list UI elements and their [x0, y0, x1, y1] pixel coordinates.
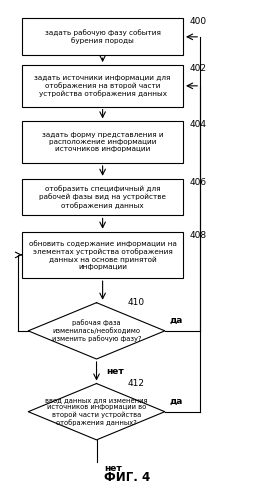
- Text: да: да: [170, 316, 183, 325]
- Text: 406: 406: [189, 178, 206, 186]
- Text: да: да: [170, 397, 183, 406]
- Bar: [22, 18, 183, 55]
- Text: задать форму представления и
расположение информации
источников информации: задать форму представления и расположени…: [42, 132, 163, 152]
- Polygon shape: [28, 302, 165, 359]
- Text: нет: нет: [104, 464, 122, 473]
- Text: 400: 400: [189, 18, 206, 26]
- Text: задать источники информации для
отображения на второй части
устройства отображен: задать источники информации для отображе…: [35, 74, 171, 97]
- Text: ФИГ. 4: ФИГ. 4: [104, 472, 150, 484]
- Text: 410: 410: [127, 298, 144, 307]
- Polygon shape: [28, 384, 165, 440]
- Text: нет: нет: [106, 367, 124, 376]
- Text: задать рабочую фазу события
бурения породы: задать рабочую фазу события бурения поро…: [45, 30, 161, 44]
- Text: 402: 402: [189, 64, 206, 73]
- Bar: [22, 232, 183, 278]
- Bar: [22, 178, 183, 216]
- Bar: [22, 122, 183, 163]
- Text: 408: 408: [189, 230, 206, 239]
- Text: отобразить специфичный для
рабочей фазы вид на устройстве
отображения данных: отобразить специфичный для рабочей фазы …: [39, 186, 166, 209]
- Text: рабочая фаза
изменилась/необходимо
изменить рабочую фазу?: рабочая фаза изменилась/необходимо измен…: [52, 320, 141, 342]
- Text: обновить содержание информации на
элементах устройства отображения
данных на осн: обновить содержание информации на элемен…: [29, 240, 177, 270]
- Text: 412: 412: [127, 379, 144, 388]
- Text: ввод данных для изменения
источников информации во
второй части устройства
отобр: ввод данных для изменения источников инф…: [45, 398, 148, 426]
- Text: 404: 404: [189, 120, 206, 130]
- Bar: [22, 65, 183, 106]
